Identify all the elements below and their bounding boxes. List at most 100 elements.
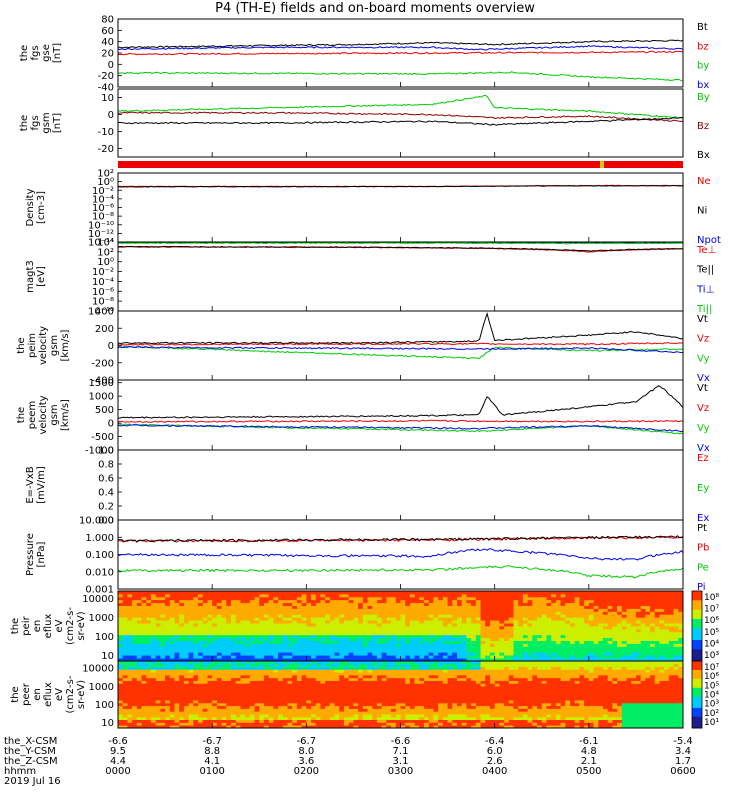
spectrogram-cell [673, 637, 679, 641]
spectrogram-cell [367, 663, 373, 667]
spectrogram-cell [315, 591, 321, 595]
spectrogram-cell [311, 719, 317, 723]
spectrogram-cell [419, 602, 425, 606]
spectrogram-cell [160, 722, 166, 726]
spectrogram-cell [165, 602, 171, 606]
spectrogram-cell [395, 637, 401, 641]
spectrogram-cell [400, 596, 406, 601]
colorbar-segment [692, 651, 702, 655]
spectrogram-cell [296, 599, 303, 604]
colorbar-segment [692, 654, 702, 657]
spectrogram-cell [353, 608, 359, 612]
spectrogram-cell [442, 672, 448, 676]
spectrogram-cell [216, 708, 222, 712]
spectrogram-cell [259, 694, 265, 698]
spectrogram-cell [626, 617, 632, 621]
spectrogram-cell [136, 680, 142, 684]
spectrogram-cell [122, 605, 128, 609]
spectrogram-cell [118, 672, 124, 676]
spectrogram-cell [353, 674, 359, 679]
spectrogram-cell [155, 714, 161, 718]
spectrogram-cell [132, 611, 138, 615]
spectrogram-cell [593, 658, 599, 662]
spectrogram-cell [183, 628, 190, 633]
spectrogram-cell [433, 591, 439, 595]
spectrogram-cell [381, 705, 387, 709]
spectrogram-cell [306, 652, 312, 656]
spectrogram-cell [226, 620, 232, 624]
spectrogram-cell [193, 614, 199, 618]
spectrogram-cell [240, 611, 246, 615]
spectrogram-cell [433, 611, 439, 615]
spectrogram-cell [150, 702, 157, 707]
spectrogram-cell [584, 655, 590, 659]
spectrogram-cell [386, 680, 392, 684]
spectrogram-cell [664, 628, 670, 633]
spectrogram-cell [574, 623, 580, 627]
spectrogram-cell [306, 702, 312, 707]
spectrogram-cell [240, 700, 246, 704]
spectrogram-cell [136, 617, 142, 621]
spectrogram-cell [405, 711, 411, 715]
spectrogram-cell [198, 711, 204, 715]
spectrogram-cell [367, 666, 373, 670]
spectrogram-cell [122, 614, 128, 618]
spectrogram-cell [160, 620, 166, 624]
spectrogram-cell [188, 725, 194, 729]
spectrogram-cell [221, 672, 227, 676]
spectrogram-cell [150, 611, 157, 615]
spectrogram-cell [532, 646, 538, 650]
spectrogram-cell [254, 599, 260, 604]
spectrogram-cell [461, 677, 467, 681]
spectrogram-cell [278, 694, 284, 698]
spectrogram-cell [626, 602, 632, 606]
spectrogram-cell [664, 605, 670, 609]
spectrogram-cell [193, 672, 199, 676]
spectrogram-cell [235, 626, 241, 630]
spectrogram-cell [362, 643, 368, 647]
spectrogram-cell [461, 631, 467, 636]
spectrogram-cell [480, 646, 486, 650]
spectrogram-cell [320, 591, 326, 595]
spectrogram-cell [424, 705, 430, 709]
spectrogram-cell [560, 617, 566, 621]
spectrogram-cell [438, 655, 444, 659]
spectrogram-cell [494, 646, 500, 650]
spectrogram-cell [292, 697, 298, 701]
spectrogram-cell [565, 652, 571, 656]
colorbar-segment [692, 619, 702, 622]
spectrogram-cell [659, 640, 665, 644]
spectrogram-cell [141, 702, 147, 707]
spectrogram-cell [259, 677, 265, 681]
spectrogram-cell [212, 608, 218, 612]
spectrogram-cell [259, 608, 265, 612]
spectrogram-cell [245, 680, 251, 684]
spectrogram-cell [466, 631, 472, 636]
spectrogram-cell [466, 649, 472, 653]
spectrogram-cell [376, 623, 383, 627]
spectrogram-cell [306, 708, 312, 712]
spectrogram-cell [376, 677, 383, 681]
spectrogram-cell [141, 649, 147, 653]
spectrogram-cell [376, 631, 383, 636]
spectrogram-cell [329, 725, 335, 729]
spectrogram-cell [499, 623, 505, 627]
spectrogram-cell [118, 677, 124, 681]
spectrogram-cell [165, 714, 171, 718]
spectrogram-cell [579, 643, 585, 647]
spectrogram-cell [249, 605, 255, 609]
spectrogram-cell [301, 661, 307, 665]
spectrogram-cell [527, 637, 533, 641]
spectrogram-cell [136, 686, 142, 690]
spectrogram-cell [221, 663, 227, 667]
spectrogram-cell [183, 694, 190, 698]
spectrogram-cell [198, 608, 204, 612]
spectrogram-cell [155, 688, 161, 693]
spectrogram-cell [273, 663, 279, 667]
spectrogram-cell [329, 691, 335, 695]
spectrogram-cell [645, 596, 651, 601]
spectrogram-cell [146, 688, 152, 693]
spectrogram-cell [673, 655, 679, 659]
spectrogram-cell [146, 683, 152, 687]
spectrogram-cell [442, 669, 448, 673]
